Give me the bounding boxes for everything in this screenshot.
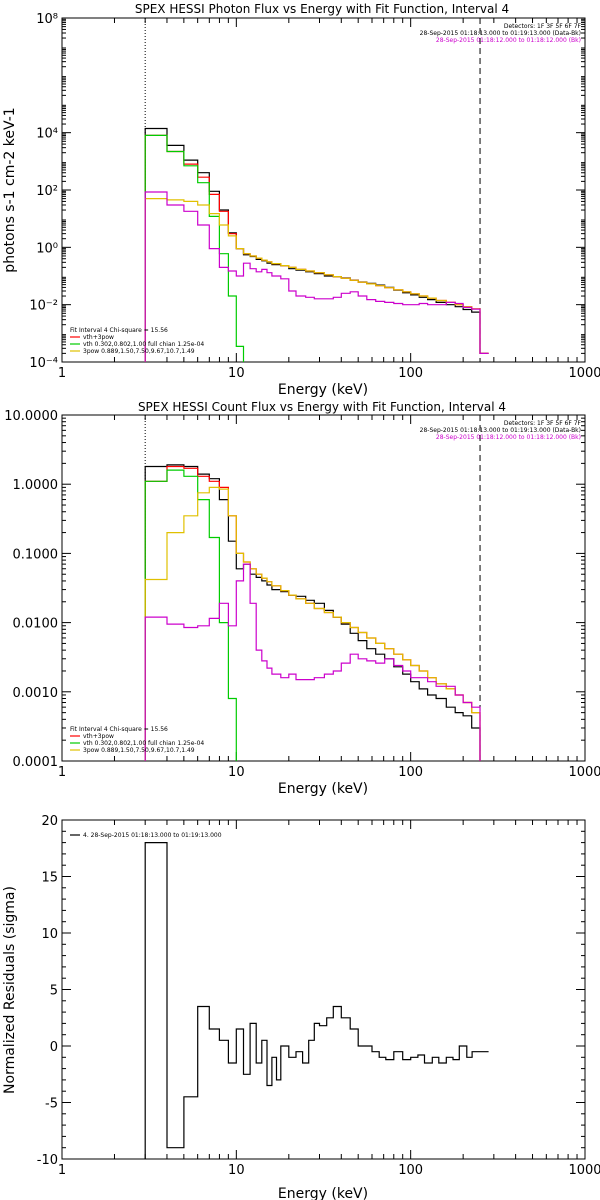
y-tick-label: 10⁴ [36,127,58,142]
y-tick-label: -5 [45,1097,58,1112]
series-3pow [144,486,481,761]
x-axis-label: Energy (keV) [278,382,368,398]
x-tick-label: 10 [228,765,245,780]
legend: Fit Interval 4 Chi-square = 15.56vth+3po… [70,327,204,355]
axis-ticks: 1 10 100 1000 0.0001 0.0010 0.0100 0.1000 1.0000… [4,409,600,780]
legend-label: vth 0.302,0.802,1.00 full chian 1.25e-04 [83,740,204,747]
series-data-bk [144,464,481,761]
chart-panel-residuals: Normalized Residuals (sigma) Energy (keV… [2,814,600,1200]
series-residuals [144,842,489,1159]
y-tick-label: 10⁻² [29,299,58,314]
header-line: 28-Sep-2015 01:18:13.000 to 01:19:13.000… [420,427,581,434]
x-tick-label: 1000 [568,1163,600,1178]
series-bk [144,191,489,362]
chart-panel-count-flux: SPEX HESSI Count Flux vs Energy with Fit… [4,400,600,797]
legend-label: vth 0.302,0.802,1.00 full chian 1.25e-04 [83,341,204,348]
y-tick-label: 15 [41,871,58,886]
x-tick-label: 1 [58,366,66,381]
legend-label: 3pow 0.889,1.50,7.50,9.67,10.7,1.49 [83,348,195,355]
x-axis-label: Energy (keV) [278,1186,368,1200]
y-tick-label: 0.0001 [13,755,59,770]
x-tick-label: 10 [228,366,245,381]
x-tick-label: 1000 [568,765,600,780]
legend: Fit Interval 4 Chi-square = 15.56vth+3po… [70,726,204,754]
series-data-bk [144,127,489,362]
header-line: 28-Sep-2015 01:18:13.000 to 01:19:13.000… [420,30,581,37]
series-vth [144,134,245,362]
y-tick-label: 10⁰ [36,241,58,256]
x-axis-label: Energy (keV) [278,781,368,797]
y-tick-label: 10⁸ [36,12,58,27]
header-line: Detectors: 1F 3F 5F 6F 7F [504,420,582,427]
chart-panel-photon-flux: SPEX HESSI Photon Flux vs Energy with Fi… [2,2,600,398]
x-tick-label: 100 [398,366,423,381]
series-vth [144,469,237,761]
y-tick-label: 10² [36,184,58,199]
plot-frame [61,414,586,762]
y-tick-label: 20 [41,814,58,829]
chart-title: SPEX HESSI Count Flux vs Energy with Fit… [138,400,506,414]
series-bk [144,563,481,761]
y-tick-label: 5 [50,984,58,999]
y-tick-label: 1.0000 [13,478,59,493]
plot-series [144,464,481,761]
legend-label: vth+3pow [83,334,114,341]
header-line: 28-Sep-2015 01:18:12.000 to 01:18:12.000… [436,37,581,44]
chart-title: SPEX HESSI Photon Flux vs Energy with Fi… [135,2,509,16]
legend: 4. 28-Sep-2015 01:18:13.000 to 01:19:13.… [70,832,222,839]
x-tick-label: 100 [398,765,423,780]
series-3pow [144,198,489,362]
y-axis-label: photons s-1 cm-2 keV-1 [2,107,18,272]
header-line: Detectors: 1F 3F 5F 6F 7F [504,23,582,30]
svg-text:photons s-1 cm-2 keV-1: photons s-1 cm-2 keV-1 [2,107,18,272]
x-tick-label: 1000 [568,366,600,381]
y-tick-label: -10 [37,1153,58,1168]
plot-frame [61,17,586,363]
svg-text:Normalized Residuals (sigma): Normalized Residuals (sigma) [2,886,18,1094]
y-tick-label: 0 [50,1040,58,1055]
axis-ticks: 1 10 100 1000 -10 -5 0 5 10 15 20 [37,814,600,1178]
plot-series [144,842,489,1159]
y-tick-label: 0.0100 [13,617,59,632]
legend-title: Fit Interval 4 Chi-square = 15.56 [70,327,168,334]
plot-frame [61,819,586,1160]
y-tick-label: 0.1000 [13,547,59,562]
header-line: 28-Sep-2015 01:18:12.000 to 01:18:12.000… [436,434,581,441]
x-tick-label: 1 [58,1163,66,1178]
y-tick-label: 0.0010 [13,686,59,701]
legend-label: 3pow 0.889,1.50,7.50,9.67,10.7,1.49 [83,747,195,754]
y-axis-label: Normalized Residuals (sigma) [2,886,18,1094]
y-tick-label: 10.0000 [4,409,58,424]
legend-title: Fit Interval 4 Chi-square = 15.56 [70,726,168,733]
series-vth-3pow [144,465,481,761]
x-tick-label: 1 [58,765,66,780]
x-tick-label: 10 [228,1163,245,1178]
y-tick-label: 10 [41,927,58,942]
plot-series [144,127,489,362]
legend-label: vth+3pow [83,733,114,740]
axis-ticks: 1 10 100 1000 10⁻⁴ 10⁻² 10⁰ 10² 10⁴ 10⁸ [29,12,600,381]
y-tick-label: 10⁻⁴ [29,356,58,371]
series-vth-3pow [144,134,489,362]
legend-label: 4. 28-Sep-2015 01:18:13.000 to 01:19:13.… [83,832,222,839]
marker-lines [144,18,481,362]
x-tick-label: 100 [398,1163,423,1178]
